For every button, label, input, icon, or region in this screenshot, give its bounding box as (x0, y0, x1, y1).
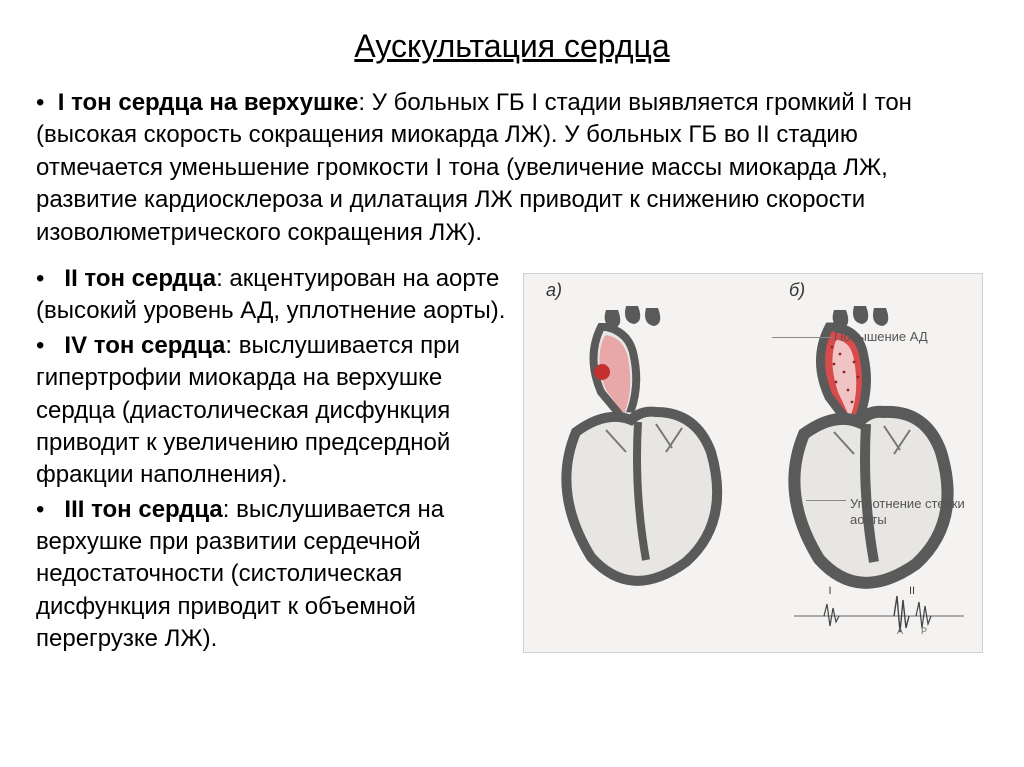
right-column: а) б) (518, 263, 988, 658)
left-column: • II тон сердца: акцентуирован на аорте … (36, 263, 506, 658)
pcg-label-a: A (897, 626, 903, 636)
pcg-label-i: I (828, 586, 831, 597)
bullet: • (36, 496, 64, 523)
heart-diagram-b (774, 302, 964, 592)
intro-paragraph: • I тон сердца на верхушке: У больных ГБ… (36, 87, 988, 249)
slide-title: Аускультация сердца (36, 28, 988, 65)
block-iv-lead: IV тон сердца (64, 332, 225, 359)
bullet: • (36, 89, 58, 116)
figure-letter-b: б) (789, 280, 805, 301)
label-aortic-wall: Уплотнение стенки аорты (850, 496, 970, 527)
block-iv: • IV тон сердца: выслушивается при гипер… (36, 330, 506, 492)
block-iii-lead: III тон сердца (64, 496, 222, 523)
heart-figure: а) б) (523, 273, 983, 653)
intro-lead: I тон сердца на верхушке (58, 89, 359, 116)
figure-letter-a: а) (546, 280, 562, 301)
pcg-label-p: P (921, 626, 927, 636)
bullet: • (36, 265, 64, 292)
block-ii: • II тон сердца: акцентуирован на аорте … (36, 263, 506, 328)
block-ii-lead: II тон сердца (64, 265, 216, 292)
heart-diagram-a (546, 302, 736, 592)
label-elevated-bp: Повышение АД (834, 329, 974, 344)
pcg-label-ii: II (909, 586, 915, 597)
block-iii: • III тон сердца: выслушивается на верху… (36, 494, 506, 656)
leader-line (772, 337, 832, 338)
bullet: • (36, 332, 64, 359)
leader-line (806, 500, 846, 501)
phonocardiogram: I II A P (794, 586, 964, 636)
